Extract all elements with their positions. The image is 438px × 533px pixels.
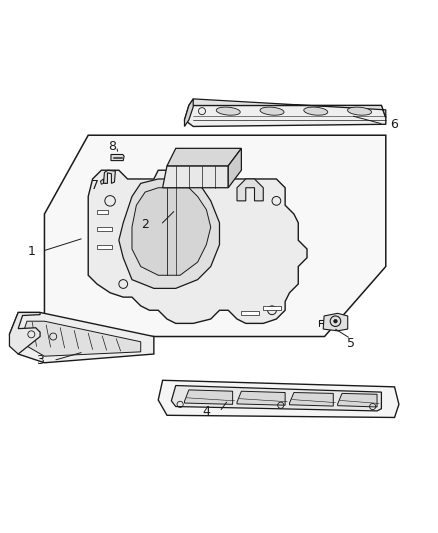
Bar — [241, 311, 258, 314]
Text: 1: 1 — [27, 245, 35, 257]
Polygon shape — [171, 385, 381, 411]
Ellipse shape — [303, 107, 327, 115]
Polygon shape — [188, 99, 385, 118]
Bar — [97, 227, 112, 231]
Text: 4: 4 — [202, 405, 210, 418]
Polygon shape — [322, 313, 347, 331]
Polygon shape — [88, 170, 306, 324]
Polygon shape — [237, 391, 285, 405]
Polygon shape — [10, 312, 40, 354]
Text: 5: 5 — [346, 336, 354, 350]
Text: 7: 7 — [91, 179, 99, 192]
Polygon shape — [184, 106, 385, 126]
Bar — [263, 306, 280, 310]
Polygon shape — [132, 188, 210, 275]
Polygon shape — [162, 166, 228, 188]
Circle shape — [333, 319, 336, 323]
Polygon shape — [119, 179, 219, 288]
Polygon shape — [166, 148, 241, 166]
Polygon shape — [289, 392, 332, 406]
Polygon shape — [158, 380, 398, 417]
Polygon shape — [184, 99, 193, 126]
Polygon shape — [111, 155, 124, 160]
Polygon shape — [22, 321, 141, 356]
Text: 6: 6 — [390, 118, 398, 131]
Polygon shape — [237, 179, 263, 201]
Polygon shape — [100, 179, 103, 184]
Text: 2: 2 — [141, 219, 149, 231]
Ellipse shape — [216, 107, 240, 115]
Bar — [97, 245, 112, 249]
Text: 8: 8 — [108, 140, 116, 152]
Polygon shape — [337, 393, 376, 407]
Ellipse shape — [347, 107, 371, 115]
Polygon shape — [10, 312, 153, 363]
Polygon shape — [228, 148, 241, 188]
Polygon shape — [103, 170, 115, 183]
Text: 3: 3 — [36, 354, 44, 367]
Ellipse shape — [259, 107, 283, 115]
Polygon shape — [44, 135, 385, 336]
Polygon shape — [184, 390, 232, 405]
Bar — [97, 209, 108, 214]
